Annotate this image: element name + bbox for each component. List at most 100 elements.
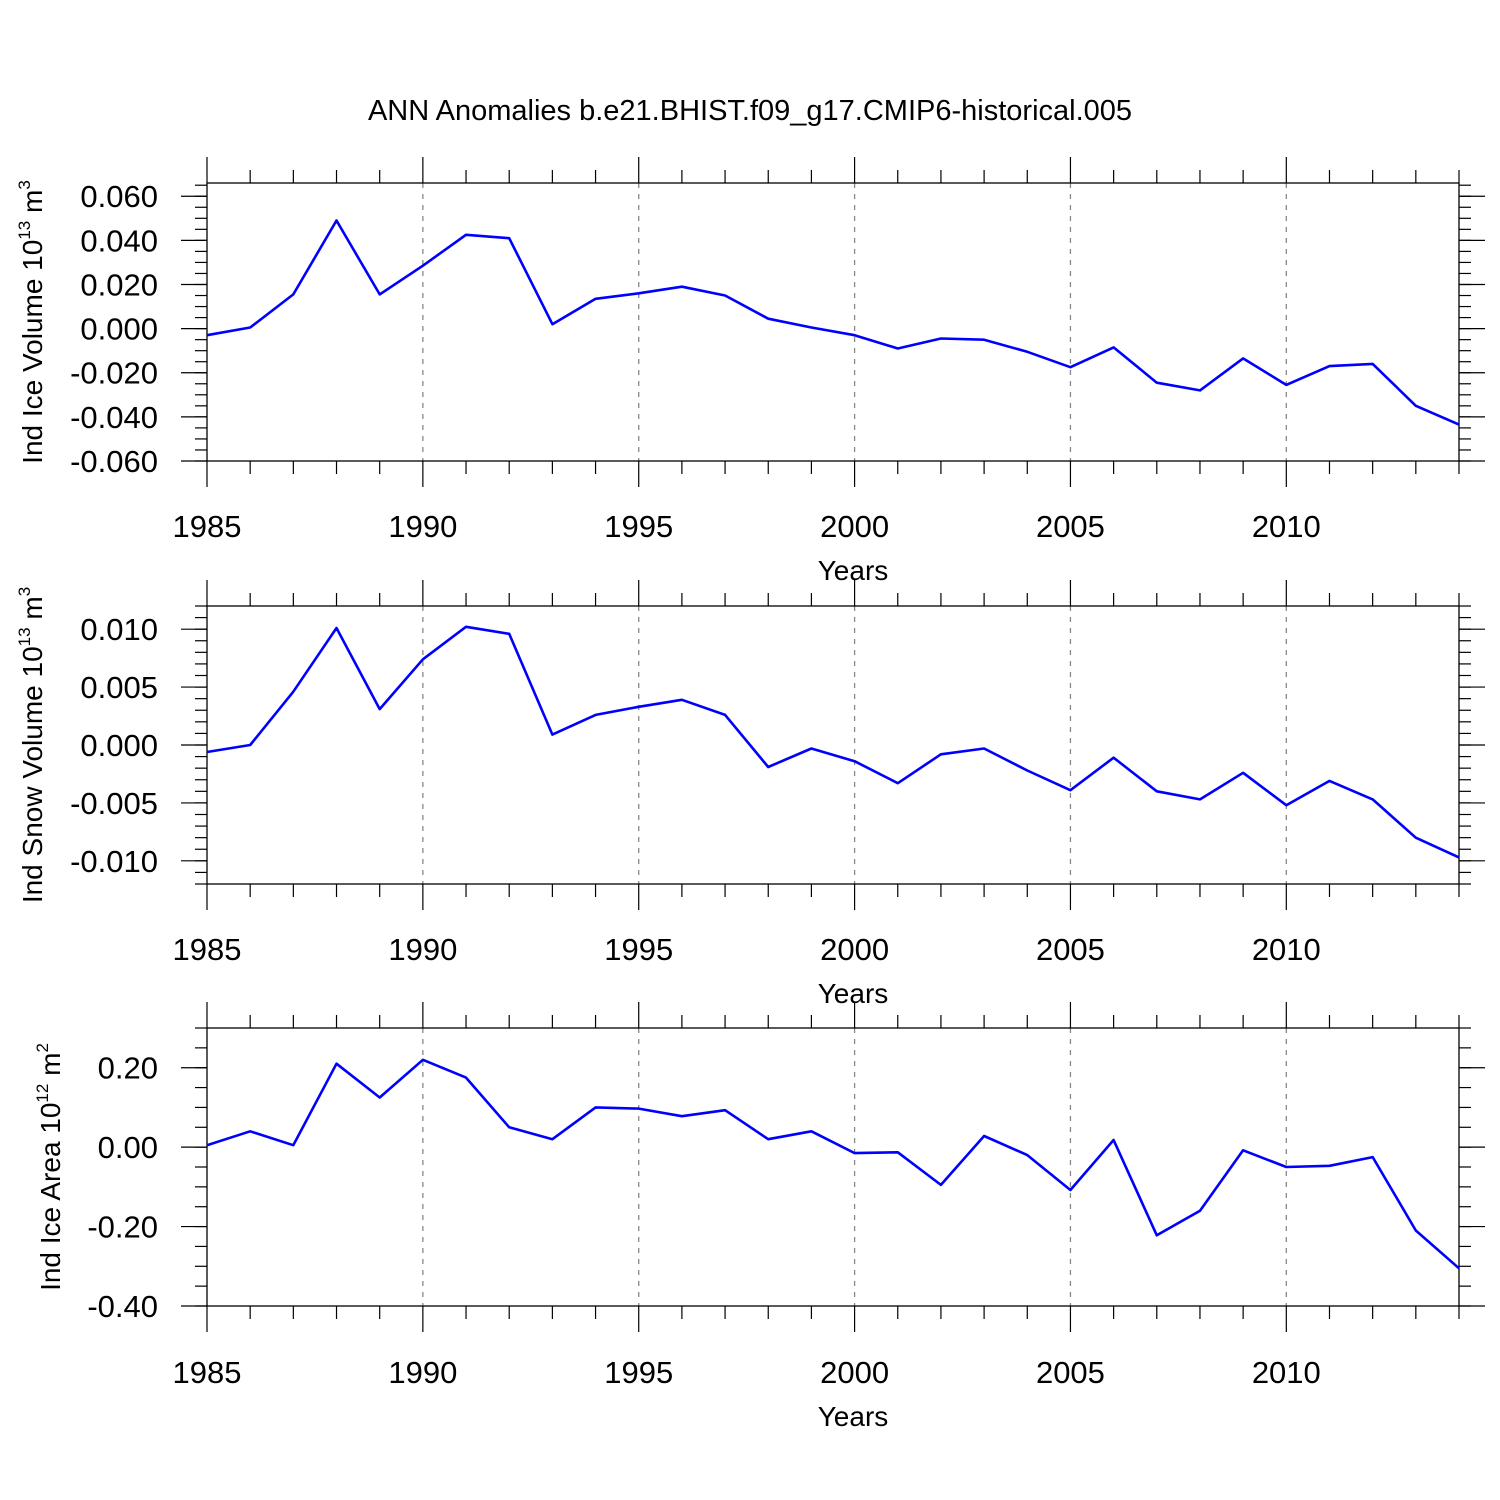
data-point <box>291 1143 295 1147</box>
data-point <box>982 1134 986 1138</box>
data-point <box>637 291 641 295</box>
y-axis-title-unit: m <box>17 190 48 221</box>
data-point <box>723 294 727 298</box>
x-tick-label: 1985 <box>173 509 242 544</box>
y-axis-title-exponent: 13 <box>15 221 34 240</box>
y-tick-label: 0.00 <box>98 1130 158 1165</box>
data-point <box>809 746 813 750</box>
data-point <box>594 713 598 717</box>
series-line <box>206 1058 1460 1270</box>
data-point <box>1327 1164 1331 1168</box>
y-axis-title-unit: m <box>17 596 48 627</box>
data-point <box>1284 383 1288 387</box>
y-tick-label: -0.060 <box>70 444 158 479</box>
data-point <box>1284 803 1288 807</box>
data-point <box>594 1105 598 1109</box>
data-point <box>291 690 295 694</box>
data-point <box>1112 345 1116 349</box>
data-point <box>1155 789 1159 793</box>
y-axis-title-unit-exponent: 3 <box>15 587 34 596</box>
series-line <box>206 219 1460 426</box>
y-tick-label: -0.40 <box>87 1289 158 1324</box>
data-point <box>853 333 857 337</box>
plot-frame <box>206 182 1460 462</box>
y-tick-label: 0.000 <box>80 312 158 347</box>
data-point <box>205 333 209 337</box>
x-tick-label: 1985 <box>173 1355 242 1390</box>
data-point <box>1155 1233 1159 1237</box>
data-point <box>1198 388 1202 392</box>
y-axis-title: Ind Snow Volume 1013 m3 <box>15 587 48 903</box>
y-tick-label: -0.005 <box>70 786 158 821</box>
data-point <box>421 264 425 268</box>
data-point <box>291 292 295 296</box>
data-point <box>378 707 382 711</box>
data-point <box>680 1114 684 1118</box>
data-point <box>507 632 511 636</box>
data-point <box>378 292 382 296</box>
figure-title: ANN Anomalies b.e21.BHIST.f09_g17.CMIP6-… <box>368 95 1132 127</box>
x-tick-label: 2005 <box>1036 932 1105 967</box>
y-tick-label: 0.020 <box>80 267 158 302</box>
data-point <box>335 1062 339 1066</box>
y-axis-title-unit-exponent: 2 <box>33 1043 52 1052</box>
x-tick-label: 2000 <box>820 932 889 967</box>
x-tick-label: 2005 <box>1036 1355 1105 1390</box>
data-point <box>1198 1209 1202 1213</box>
data-point <box>550 1137 554 1141</box>
y-axis-title: Ind Ice Volume 1013 m3 <box>15 180 48 464</box>
x-tick-label: 1990 <box>388 932 457 967</box>
x-tick-label: 2000 <box>820 1355 889 1390</box>
y-axis-title-exponent: 13 <box>15 627 34 646</box>
data-point <box>723 1108 727 1112</box>
data-point <box>766 1137 770 1141</box>
data-point <box>1112 1138 1116 1142</box>
data-point <box>896 781 900 785</box>
x-axis-title: Years <box>818 978 889 1009</box>
x-axis-title: Years <box>818 1401 889 1432</box>
data-point <box>550 322 554 326</box>
y-axis-title-unit: m <box>35 1053 66 1084</box>
data-point <box>1241 771 1245 775</box>
data-point <box>1327 779 1331 783</box>
x-tick-label: 2010 <box>1252 1355 1321 1390</box>
data-point <box>550 733 554 737</box>
data-point <box>853 1151 857 1155</box>
y-tick-label: 0.20 <box>98 1051 158 1086</box>
y-tick-label: 0.060 <box>80 179 158 214</box>
x-tick-label: 2010 <box>1252 509 1321 544</box>
y-axis-title-exponent: 12 <box>33 1084 52 1103</box>
x-tick-label: 1995 <box>604 509 673 544</box>
data-point <box>637 705 641 709</box>
data-point <box>464 625 468 629</box>
chart-panel-2: 1985 1990 1995 2000 2005 2010 Years -0.010 -0.00… <box>15 580 1485 1009</box>
x-axis-title: Years <box>818 555 889 586</box>
y-axis-title-text: Ind Ice Volume 10 <box>17 240 48 464</box>
data-point <box>982 338 986 342</box>
data-point <box>1414 404 1418 408</box>
x-tick-label: 1990 <box>388 509 457 544</box>
y-axis-title-text: Ind Snow Volume 10 <box>17 646 48 903</box>
data-point <box>1068 788 1072 792</box>
plot-frame <box>206 605 1460 885</box>
y-axis-title-unit-exponent: 3 <box>15 180 34 189</box>
data-point <box>1241 356 1245 360</box>
data-point <box>896 346 900 350</box>
y-axis-title-text: Ind Ice Area 10 <box>35 1103 66 1291</box>
data-point <box>1371 797 1375 801</box>
data-point <box>1112 756 1116 760</box>
data-point <box>1457 855 1461 859</box>
y-tick-label: 0.005 <box>80 670 158 705</box>
data-point <box>1414 836 1418 840</box>
y-tick-label: -0.040 <box>70 400 158 435</box>
series-line <box>206 625 1460 859</box>
data-point <box>896 1150 900 1154</box>
data-point <box>464 1076 468 1080</box>
y-tick-label: -0.020 <box>70 356 158 391</box>
data-point <box>1284 1165 1288 1169</box>
data-point <box>464 233 468 237</box>
data-point <box>766 317 770 321</box>
data-point <box>507 236 511 240</box>
chart-panel-1: 1985 1990 1995 2000 2005 2010 Years -0.060 -0.04… <box>15 157 1485 586</box>
